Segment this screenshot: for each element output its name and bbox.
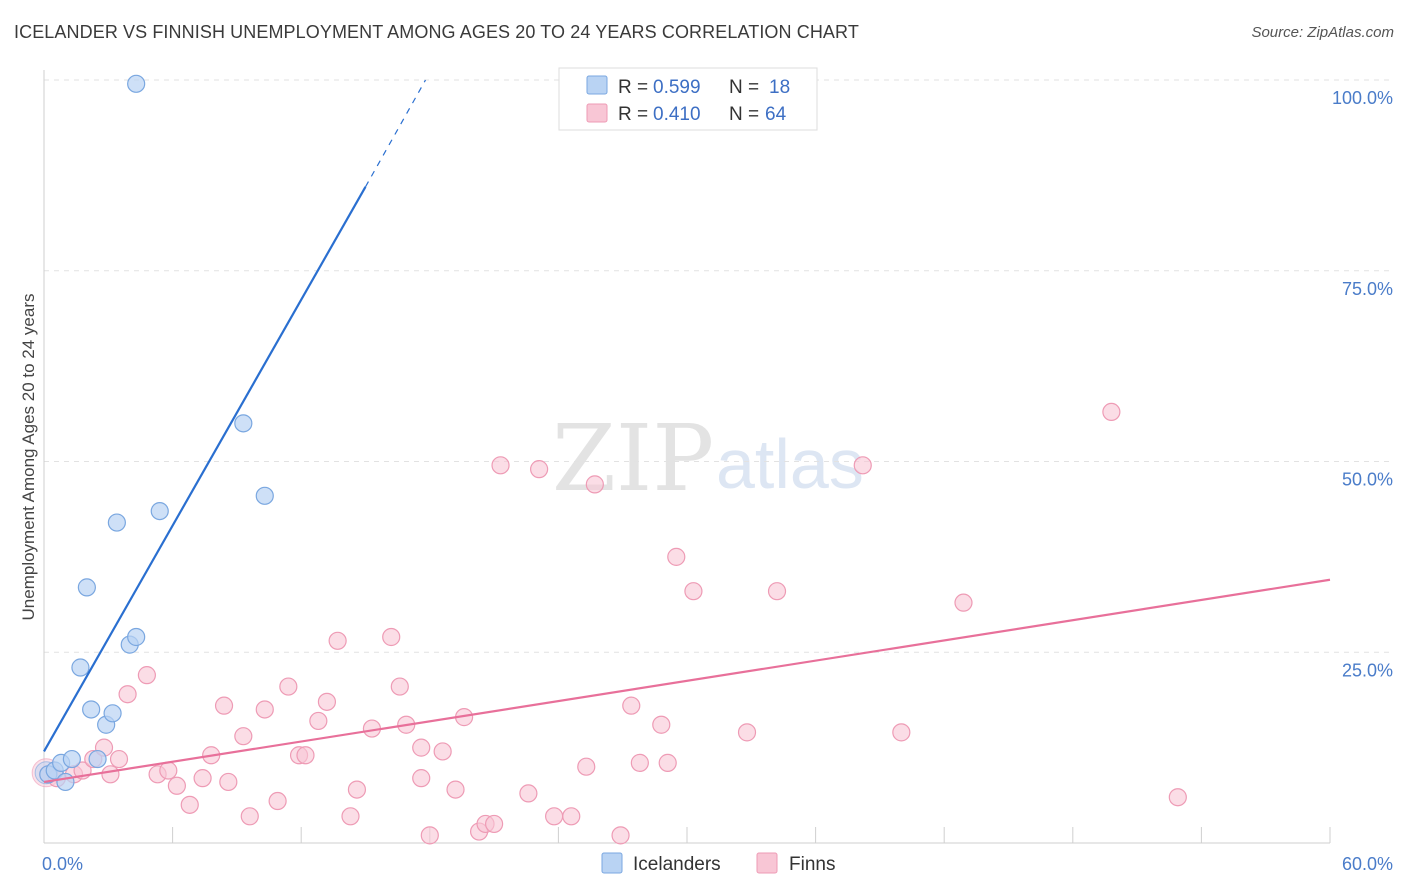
icelanders-point-17 [255,486,274,505]
icelanders-point-13 [127,627,146,647]
bottom-legend-swatch-finns [756,852,778,874]
finns-point-8 [118,685,137,704]
finns-point-21 [268,791,287,811]
finns-point-63 [1168,788,1187,807]
x-ticks [172,827,1331,843]
finns-point-13 [180,795,199,814]
icelanders-trend-extension [364,79,427,188]
finns-point-26 [317,692,337,711]
finns-point-31 [382,627,401,647]
finns-point-56 [684,582,703,601]
finns-point-54 [658,753,677,772]
finns-point-17 [219,772,238,792]
finns-point-42 [485,814,504,834]
finns-point-58 [767,582,787,601]
finns-point-11 [159,761,178,780]
finns-point-59 [853,456,872,475]
y-tick-labels: 25.0% 50.0% 75.0% 100.0% [1332,88,1393,680]
finns-point-53 [652,715,671,734]
y-tick-label-100: 100.0% [1332,88,1393,108]
finns-point-35 [412,769,431,788]
icelanders-point-10 [103,704,122,723]
finns-point-20 [255,700,274,719]
finns-point-48 [577,757,596,776]
legend-n-value-1: 18 [769,77,790,98]
chart-title: ICELANDER VS FINNISH UNEMPLOYMENT AMONG … [14,22,859,42]
finns-point-46 [545,807,564,826]
finns-point-60 [892,723,911,742]
finns-point-47 [562,807,581,826]
icelanders-trend-line [43,186,367,752]
icelanders-point-14 [127,74,146,93]
finns-point-29 [347,780,367,799]
x-tick-label-min: 0.0% [42,854,83,874]
icelanders-point-8 [88,749,107,769]
finns-point-43 [491,456,510,475]
icelanders-point-6 [77,578,96,597]
finns-point-50 [611,826,630,845]
finns-point-49 [585,475,604,494]
bottom-legend-label-icelanders: Icelanders [633,854,721,875]
watermark-atlas: atlas [716,425,864,503]
finns-point-16 [214,696,234,715]
finns-point-36 [420,826,439,845]
icelanders-point-4 [62,749,81,769]
series-legend: Icelanders Finns [601,852,835,875]
finns-point-27 [328,631,347,650]
finns-point-6 [101,765,120,784]
finns-point-24 [296,746,315,765]
y-tick-label-25: 25.0% [1342,660,1393,680]
icelanders-point-11 [107,513,126,532]
finns-point-32 [390,677,409,696]
y-tick-label-75: 75.0% [1342,279,1393,299]
y-axis-label: Unemployment Among Ages 20 to 24 years [19,294,38,621]
finns-point-7 [109,749,129,769]
finns-point-14 [193,769,212,788]
finns-point-61 [954,593,973,612]
bottom-legend-swatch-icelanders [601,852,623,874]
finns-point-9 [137,666,156,685]
finns-point-57 [737,723,757,742]
finns-point-22 [279,677,298,696]
legend-swatch-finns [586,103,608,123]
finns-point-55 [667,547,686,566]
legend-r-value-2: 0.410 [653,104,701,125]
bottom-legend-label-finns: Finns [789,854,835,875]
finns-point-28 [341,807,360,826]
finns-point-12 [167,776,186,795]
finns-point-38 [446,780,465,799]
legend-n-value-2: 64 [765,104,787,125]
legend-r-value-1: 0.599 [653,77,701,98]
legend-r-label-2: R = [618,104,648,125]
legend-swatch-icelanders [586,75,608,95]
finns-point-51 [622,696,641,715]
icelanders-point-16 [234,414,253,433]
icelanders-point-15 [150,501,169,521]
legend-n-label-1: N = [729,77,759,98]
grid [44,79,1392,653]
x-tick-label-max: 60.0% [1342,854,1393,874]
correlation-legend: R = 0.599 N = 18 R = 0.410 N = 64 [558,67,818,131]
finns-trend-line [43,578,1331,784]
finns-point-37 [433,742,452,761]
finns-point-44 [519,784,538,803]
y-tick-label-50: 50.0% [1342,470,1393,490]
legend-n-label-2: N = [729,104,759,125]
finns-point-25 [309,711,328,731]
icelanders-points [34,74,274,792]
source-label: Source: ZipAtlas.com [1251,24,1394,41]
finns-point-18 [234,727,253,746]
finns-point-52 [630,753,649,772]
legend-r-label-1: R = [618,77,648,98]
icelanders-point-3 [56,772,75,792]
trend-lines [43,79,1331,784]
finns-point-34 [412,738,431,757]
watermark-zip: ZIP [552,405,714,512]
finns-point-62 [1102,402,1121,422]
finns-point-45 [530,460,549,479]
icelanders-point-5 [71,658,90,677]
icelanders-point-7 [82,700,101,719]
finns-point-19 [240,807,259,826]
